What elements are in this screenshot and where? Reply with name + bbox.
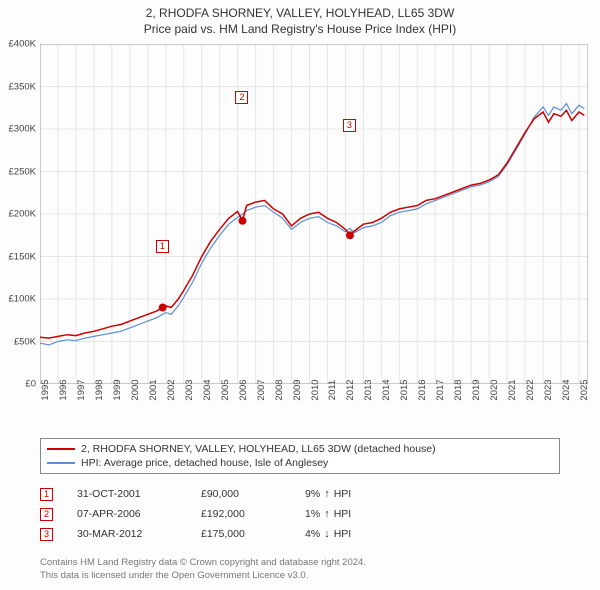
legend-row: HPI: Average price, detached house, Isle…	[47, 456, 553, 470]
x-tick-label: 2015	[399, 379, 410, 400]
event-price: £175,000	[201, 528, 281, 540]
x-tick-label: 2004	[202, 379, 213, 400]
title-subtitle: Price paid vs. HM Land Registry's House …	[0, 22, 600, 38]
footer-line: Contains HM Land Registry data © Crown c…	[40, 557, 560, 569]
event-price: £192,000	[201, 508, 281, 520]
event-date: 30-MAR-2012	[77, 528, 177, 540]
arrow-up-icon: ↑	[324, 508, 330, 520]
chart-marker-box: 1	[156, 240, 169, 253]
chart-container: 2, RHODFA SHORNEY, VALLEY, HOLYHEAD, LL6…	[0, 0, 600, 590]
legend-row: 2, RHODFA SHORNEY, VALLEY, HOLYHEAD, LL6…	[47, 442, 553, 456]
y-tick-label: £50K	[14, 336, 36, 347]
event-date: 07-APR-2006	[77, 508, 177, 520]
legend-swatch	[47, 448, 75, 450]
x-tick-label: 2002	[166, 379, 177, 400]
y-tick-label: £0	[25, 379, 36, 390]
x-tick-label: 2000	[130, 379, 141, 400]
event-hpi: 1% ↑ HPI	[305, 508, 351, 520]
event-row: 1 31-OCT-2001 £90,000 9% ↑ HPI	[40, 484, 560, 504]
event-row: 2 07-APR-2006 £192,000 1% ↑ HPI	[40, 504, 560, 524]
x-tick-label: 2001	[148, 379, 159, 400]
x-tick-label: 2018	[453, 379, 464, 400]
y-tick-label: £150K	[9, 251, 36, 262]
x-tick-label: 2020	[489, 379, 500, 400]
events-table: 1 31-OCT-2001 £90,000 9% ↑ HPI 2 07-APR-…	[40, 484, 560, 544]
y-axis-labels: £0£50K£100K£150K£200K£250K£300K£350K£400…	[0, 44, 38, 384]
y-tick-label: £350K	[9, 81, 36, 92]
x-tick-label: 2005	[220, 379, 231, 400]
legend-label: HPI: Average price, detached house, Isle…	[81, 457, 328, 469]
legend-swatch	[47, 462, 75, 464]
event-price: £90,000	[201, 488, 281, 500]
y-tick-label: £100K	[9, 294, 36, 305]
event-marker-box: 3	[40, 528, 53, 541]
y-tick-label: £200K	[9, 209, 36, 220]
titles: 2, RHODFA SHORNEY, VALLEY, HOLYHEAD, LL6…	[0, 0, 600, 37]
arrow-down-icon: ↓	[324, 528, 330, 540]
y-tick-label: £400K	[9, 39, 36, 50]
y-tick-label: £250K	[9, 166, 36, 177]
x-tick-label: 2017	[435, 379, 446, 400]
x-tick-label: 2023	[543, 379, 554, 400]
legend: 2, RHODFA SHORNEY, VALLEY, HOLYHEAD, LL6…	[40, 438, 560, 474]
x-tick-label: 2006	[238, 379, 249, 400]
x-tick-label: 1999	[112, 379, 123, 400]
event-hpi: 4% ↓ HPI	[305, 528, 351, 540]
footer: Contains HM Land Registry data © Crown c…	[40, 557, 560, 582]
x-tick-label: 2022	[525, 379, 536, 400]
chart-marker-box: 2	[235, 91, 248, 104]
x-tick-label: 2016	[417, 379, 428, 400]
x-tick-label: 2007	[256, 379, 267, 400]
x-tick-label: 2008	[274, 379, 285, 400]
x-tick-label: 2021	[507, 379, 518, 400]
x-tick-label: 2014	[381, 379, 392, 400]
x-tick-label: 1997	[76, 379, 87, 400]
x-tick-label: 1996	[58, 379, 69, 400]
chart-area: 1 2 3	[40, 44, 588, 384]
legend-label: 2, RHODFA SHORNEY, VALLEY, HOLYHEAD, LL6…	[81, 443, 436, 455]
x-axis-labels: 1995199619971998199920002001200220032004…	[40, 386, 588, 432]
event-marker-box: 2	[40, 508, 53, 521]
x-tick-label: 2013	[363, 379, 374, 400]
x-tick-label: 2010	[310, 379, 321, 400]
event-row: 3 30-MAR-2012 £175,000 4% ↓ HPI	[40, 524, 560, 544]
x-tick-label: 2003	[184, 379, 195, 400]
event-hpi: 9% ↑ HPI	[305, 488, 351, 500]
x-tick-label: 1995	[40, 379, 51, 400]
x-tick-label: 2011	[327, 380, 338, 400]
chart-svg	[40, 44, 588, 384]
x-tick-label: 2025	[579, 379, 590, 400]
x-tick-label: 1998	[94, 379, 105, 400]
x-tick-label: 2024	[561, 379, 572, 400]
chart-marker-box: 3	[343, 119, 356, 132]
title-address: 2, RHODFA SHORNEY, VALLEY, HOLYHEAD, LL6…	[0, 6, 600, 22]
footer-line: This data is licensed under the Open Gov…	[40, 570, 560, 582]
event-date: 31-OCT-2001	[77, 488, 177, 500]
x-tick-label: 2019	[471, 379, 482, 400]
y-tick-label: £300K	[9, 124, 36, 135]
x-tick-label: 2009	[292, 379, 303, 400]
event-marker-box: 1	[40, 488, 53, 501]
arrow-up-icon: ↑	[324, 488, 330, 500]
x-tick-label: 2012	[345, 379, 356, 400]
